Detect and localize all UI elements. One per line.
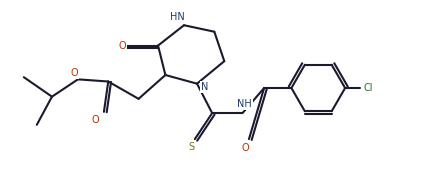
- Text: Cl: Cl: [363, 83, 373, 93]
- Text: S: S: [188, 142, 194, 152]
- Text: O: O: [242, 143, 249, 153]
- Text: NH: NH: [237, 99, 252, 109]
- Text: HN: HN: [170, 12, 185, 22]
- Text: N: N: [201, 82, 209, 92]
- Text: O: O: [71, 68, 78, 78]
- Text: O: O: [118, 41, 126, 51]
- Text: O: O: [91, 115, 99, 125]
